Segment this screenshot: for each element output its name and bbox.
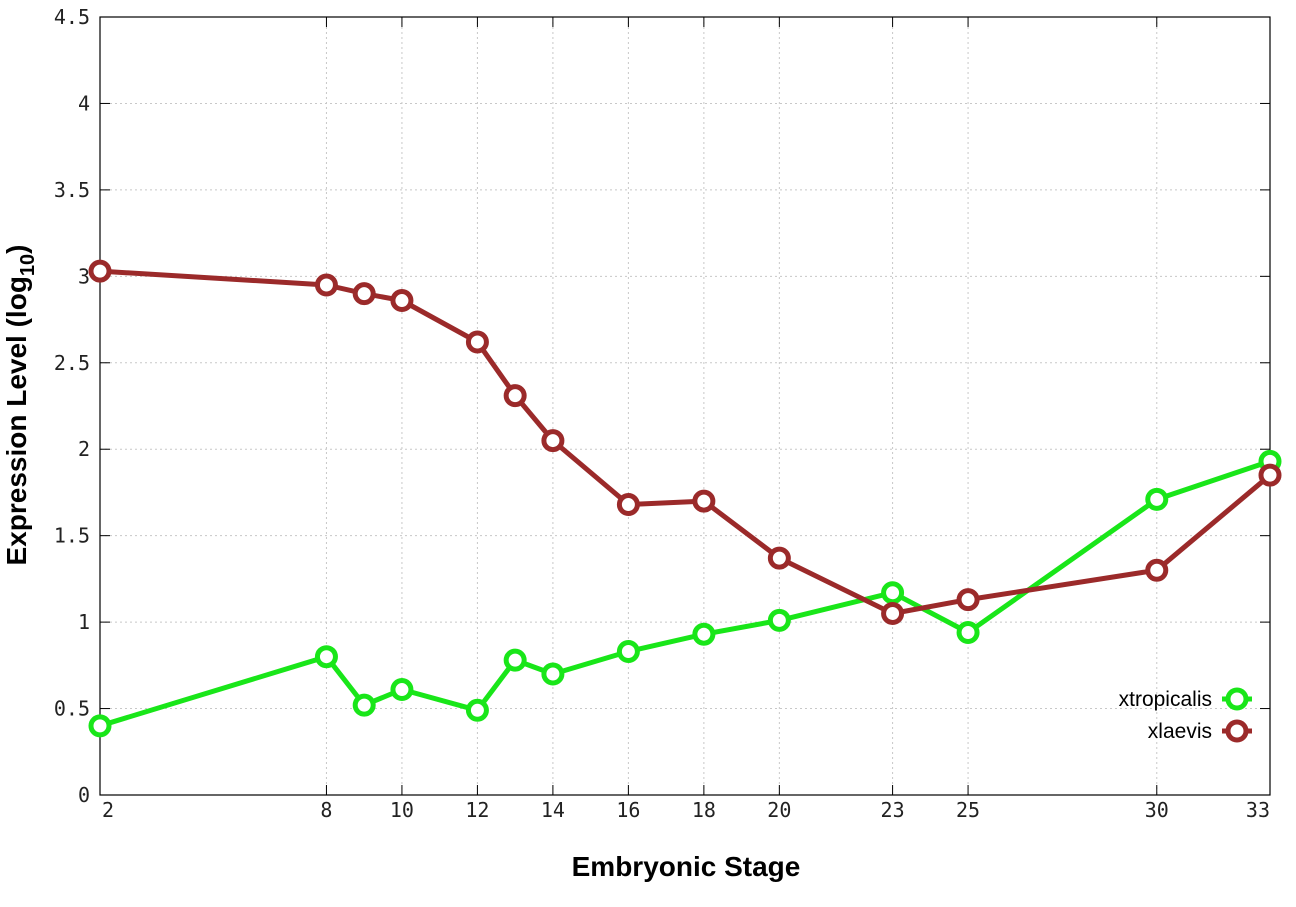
data-point (390, 678, 414, 702)
x-tick-label: 25 (956, 798, 980, 822)
data-point (314, 273, 338, 297)
data-point (692, 622, 716, 646)
y-tick-label: 1.5 (54, 524, 90, 548)
legend-swatch-marker (1225, 687, 1249, 711)
series-xlaevis (88, 259, 1282, 625)
y-tick-label: 2.5 (54, 351, 90, 375)
data-point (1145, 487, 1169, 511)
series-layer (88, 259, 1282, 738)
data-point (616, 640, 640, 664)
data-point (541, 662, 565, 686)
y-tick-label: 3 (78, 264, 90, 288)
x-tick-label: 8 (320, 798, 332, 822)
data-point (956, 620, 980, 644)
data-point (881, 581, 905, 605)
x-tick-label: 33 (1246, 798, 1270, 822)
series-line (99, 268, 1272, 616)
legend: xtropicalis xlaevis (1119, 687, 1252, 743)
data-point (881, 601, 905, 625)
data-point (503, 648, 527, 672)
x-tick-label: 12 (465, 798, 489, 822)
data-point (767, 608, 791, 632)
tick-labels: 0 0.5 1 1.5 2 2.5 3 3.5 4 4.5 2 8 10 12 14 16 18 20 23 25 30… (54, 5, 1270, 822)
grid (100, 17, 1270, 795)
data-point (88, 714, 112, 738)
x-axis-title: Embryonic Stage (572, 851, 801, 882)
y-tick-label: 4.5 (54, 5, 90, 29)
series-xtropicalis (88, 449, 1282, 738)
data-point (541, 429, 565, 453)
data-point (767, 546, 791, 570)
x-tick-label: 16 (616, 798, 640, 822)
data-point (616, 493, 640, 517)
x-tick-label: 23 (881, 798, 905, 822)
x-tick-label: 10 (390, 798, 414, 822)
x-tick-label: 18 (692, 798, 716, 822)
data-point (1258, 463, 1282, 487)
y-axis-title-main: Expression Level (log (1, 276, 32, 565)
y-tick-label: 3.5 (54, 178, 90, 202)
legend-swatch-marker (1225, 719, 1249, 743)
data-point (465, 330, 489, 354)
plot-frame (99, 16, 1271, 796)
tick-marks (99, 16, 1271, 796)
data-point (1145, 558, 1169, 582)
x-tick-label: 14 (541, 798, 565, 822)
x-tick-label: 2 (102, 798, 114, 822)
y-tick-label: 1 (78, 610, 90, 634)
x-tick-label: 30 (1145, 798, 1169, 822)
y-tick-label: 0 (78, 783, 90, 807)
data-point (352, 693, 376, 717)
y-axis-title-subscript: 10 (17, 254, 39, 276)
data-point (88, 259, 112, 283)
data-point (465, 698, 489, 722)
y-axis-title-close: ) (1, 245, 32, 254)
data-point (352, 282, 376, 306)
x-tick-label: 20 (767, 798, 791, 822)
data-point (692, 489, 716, 513)
data-point (390, 289, 414, 313)
legend-label: xlaevis (1148, 720, 1212, 743)
y-tick-label: 2 (78, 437, 90, 461)
y-axis-title: Expression Level (log10) (1, 245, 39, 566)
data-point (314, 645, 338, 669)
y-tick-label: 4 (78, 91, 90, 115)
legend-label: xtropicalis (1119, 688, 1212, 711)
data-point (956, 588, 980, 612)
data-point (503, 384, 527, 408)
y-tick-label: 0.5 (54, 697, 90, 721)
